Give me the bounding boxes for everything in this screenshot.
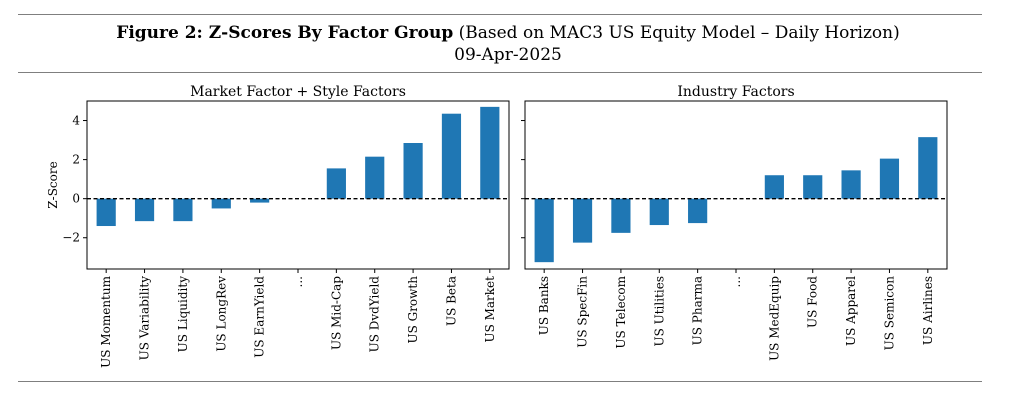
industry-x-tick-label: ... <box>729 276 743 287</box>
figure-date: 09-Apr-2025 <box>454 45 562 65</box>
industry-bar <box>611 198 631 233</box>
style-bar <box>480 106 500 199</box>
style-x-tick-label: US Liquidity <box>176 276 190 353</box>
industry-bar <box>879 158 900 199</box>
figure-title-block: Figure 2: Z-Scores By Factor Group (Base… <box>0 22 1016 65</box>
style-x-tick-label: US Mid-Cap <box>329 276 343 350</box>
industry-bar <box>841 170 861 199</box>
industry-x-tick-label: US Telecom <box>614 275 628 348</box>
industry-x-tick-label: US SpecFin <box>576 276 590 348</box>
style-y-axis-label: Z-Score <box>46 161 60 208</box>
style-bar <box>211 198 231 209</box>
industry-bar <box>918 137 938 199</box>
style-bar <box>326 168 346 199</box>
style-x-tick-label: US Market <box>483 276 497 343</box>
industry-bar <box>803 175 823 199</box>
style-bar <box>403 143 423 199</box>
industry-bar <box>649 198 669 226</box>
industry-x-tick-label: US MedEquip <box>767 276 781 361</box>
style-x-tick-label: US Beta <box>444 276 458 326</box>
figure-title-rest: (Based on MAC3 US Equity Model – Daily H… <box>453 23 900 43</box>
title-rule <box>18 72 982 73</box>
industry-x-tick-label: US Banks <box>537 276 551 335</box>
style-x-tick-label: US Momentum <box>99 275 113 367</box>
figure-title-bold: Figure 2: Z-Scores By Factor Group <box>116 23 454 43</box>
industry-x-tick-label: US Semicon <box>882 276 896 351</box>
style-y-tick-label: 4 <box>72 114 80 128</box>
style-x-tick-label: US EarnYield <box>253 276 267 358</box>
style-panel-title: Market Factor + Style Factors <box>190 84 406 100</box>
figure-title: Figure 2: Z-Scores By Factor Group (Base… <box>0 22 1016 44</box>
industry-bar <box>688 198 708 224</box>
industry-x-tick-label: US Apparel <box>844 276 858 346</box>
industry-x-tick-label: US Pharma <box>691 276 705 345</box>
style-bar <box>441 113 462 199</box>
style-bar <box>250 198 270 203</box>
style-bar <box>134 198 155 222</box>
industry-panel-title: Industry Factors <box>677 84 794 100</box>
style-bar <box>173 198 193 222</box>
style-y-tick-label: 2 <box>72 153 80 167</box>
industry-bar <box>572 198 593 243</box>
industry-bar <box>764 175 784 199</box>
top-rule <box>18 14 982 15</box>
style-bar <box>365 156 385 199</box>
bottom-rule <box>18 381 982 382</box>
style-y-tick-label: −2 <box>62 231 80 245</box>
industry-x-tick-label: US Utilities <box>652 276 666 347</box>
style-x-tick-label: ... <box>291 276 305 287</box>
style-y-tick-label: 0 <box>72 192 80 206</box>
style-x-tick-label: US Variability <box>138 276 152 361</box>
style-x-tick-label: US Growth <box>406 276 420 344</box>
industry-x-tick-label: US Food <box>806 276 820 328</box>
style-x-tick-label: US LongRev <box>214 276 228 352</box>
style-bar <box>96 198 116 227</box>
industry-x-tick-label: US Airlines <box>921 276 935 345</box>
style-x-tick-label: US DvdYield <box>368 276 382 353</box>
industry-bar <box>534 198 554 263</box>
